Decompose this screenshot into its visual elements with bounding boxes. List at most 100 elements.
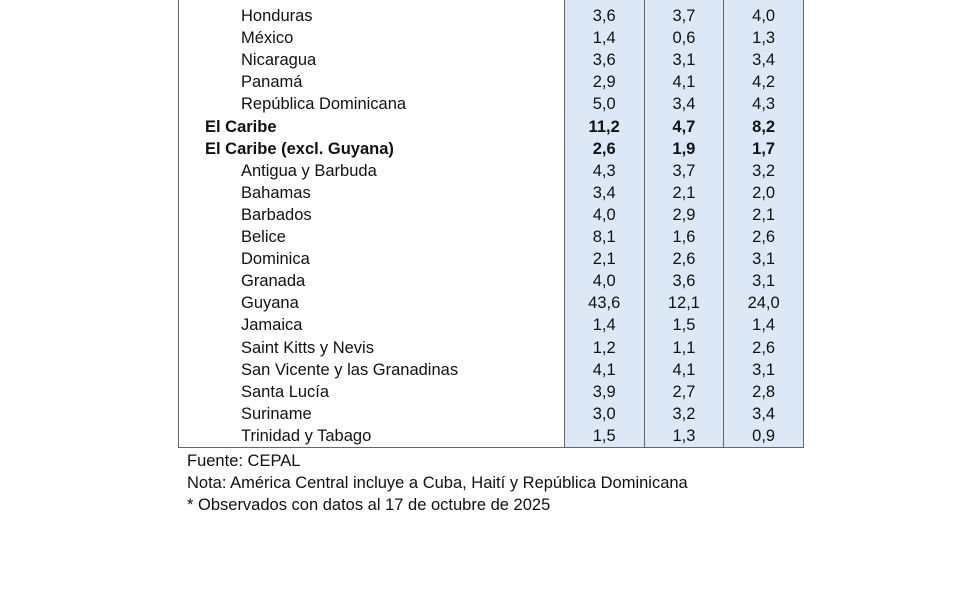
growth-table: Honduras 3,6 3,7 4,0 México 1,4 0,6 1,3 Nicaragu… [178, 0, 804, 448]
value-cell: 1,4 [563, 27, 644, 50]
table-row: Jamaica 1,4 1,5 1,4 [179, 314, 803, 337]
value-cell: 4,7 [643, 115, 724, 138]
value-cell [723, 0, 803, 6]
country-name: San Vicente y las Granadinas [241, 360, 459, 379]
value-cell: 4,1 [563, 358, 644, 381]
value-cell: 3,2 [643, 402, 724, 425]
value-cell: 2,8 [723, 380, 803, 403]
value-cell: 2,1 [643, 181, 724, 204]
value-cell: 3,4 [643, 93, 724, 116]
value-cell: 2,6 [723, 336, 803, 359]
value-cell: 1,9 [643, 137, 724, 160]
value-cell: 12,1 [643, 292, 724, 315]
country-name: Suriname [241, 404, 312, 423]
value-cell: 3,1 [723, 270, 803, 293]
country-name: Nicaragua [241, 51, 317, 70]
value-cell: 1,4 [563, 314, 644, 337]
value-cell: 3,6 [563, 5, 644, 28]
value-cell: 2,6 [723, 226, 803, 249]
value-cell: 4,1 [643, 71, 724, 94]
value-cell: 3,4 [563, 181, 644, 204]
table-row: Bahamas 3,4 2,1 2,0 [179, 181, 803, 204]
country-name: Trinidad y Tabago [241, 426, 372, 445]
table-row: Dominica 2,1 2,6 3,1 [179, 248, 803, 271]
value-cell: 1,3 [643, 424, 724, 447]
table-row: Honduras 3,6 3,7 4,0 [179, 5, 803, 28]
value-cell: 8,2 [723, 115, 803, 138]
value-cell: 2,6 [643, 248, 724, 271]
value-cell: 4,0 [563, 203, 644, 227]
value-cell: 4,3 [563, 159, 644, 182]
value-cell: 3,4 [723, 49, 803, 72]
value-cell: 2,1 [563, 248, 644, 271]
country-name: Jamaica [241, 316, 303, 335]
value-cell: 3,6 [563, 49, 644, 72]
value-cell: 1,5 [643, 314, 724, 337]
source-note: Fuente: CEPAL [187, 452, 301, 470]
value-cell: 4,1 [643, 358, 724, 381]
table-row: Granada 4,0 3,6 3,1 [179, 270, 803, 293]
value-cell: 1,1 [643, 336, 724, 359]
country-name: México [241, 29, 294, 48]
value-cell: 3,4 [723, 402, 803, 425]
table-row: Nicaragua 3,6 3,1 3,4 [179, 49, 803, 72]
country-name: Antigua y Barbuda [241, 161, 377, 180]
table-row: Belice 8,1 1,6 2,6 [179, 226, 803, 249]
country-name: Santa Lucía [241, 382, 330, 401]
value-cell: 2,6 [563, 137, 644, 160]
value-cell: 5,0 [563, 93, 644, 116]
table-row: Suriname 3,0 3,2 3,4 [179, 402, 803, 425]
country-name: Saint Kitts y Nevis [241, 338, 374, 357]
region-note: Nota: América Central incluye a Cuba, Ha… [187, 474, 688, 492]
value-cell: 3,0 [563, 402, 644, 425]
table-row: Santa Lucía 3,9 2,7 2,8 [179, 380, 803, 403]
value-cell: 0,9 [723, 424, 803, 447]
value-cell: 4,0 [723, 5, 803, 28]
value-cell: 2,1 [723, 203, 803, 227]
country-name: Honduras [241, 7, 313, 26]
value-cell: 0,6 [643, 27, 724, 50]
value-cell: 3,6 [643, 270, 724, 293]
value-cell: 1,6 [643, 226, 724, 249]
table-row [179, 0, 803, 6]
country-name: Panamá [241, 73, 303, 92]
value-cell: 2,0 [723, 181, 803, 204]
value-cell: 3,2 [723, 159, 803, 182]
value-cell [643, 0, 724, 6]
country-name: Dominica [241, 250, 310, 269]
value-cell: 3,9 [563, 380, 644, 403]
country-name: Belice [241, 228, 286, 247]
value-cell: 11,2 [563, 115, 644, 138]
value-cell: 1,3 [723, 27, 803, 50]
value-cell: 24,0 [723, 292, 803, 315]
table-row: San Vicente y las Granadinas 4,1 4,1 3,1 [179, 358, 803, 381]
value-cell: 4,3 [723, 93, 803, 116]
country-name: Bahamas [241, 183, 311, 202]
value-cell: 2,9 [643, 203, 724, 227]
country-name: El Caribe (excl. Guyana) [205, 139, 394, 158]
table-row: Trinidad y Tabago 1,5 1,3 0,9 [179, 424, 803, 447]
value-cell: 3,1 [643, 49, 724, 72]
value-cell: 1,7 [723, 137, 803, 160]
table-row: Guyana 43,6 12,1 24,0 [179, 292, 803, 315]
country-name: El Caribe [205, 117, 277, 136]
value-cell: 3,1 [723, 358, 803, 381]
table-row: Antigua y Barbuda 4,3 3,7 3,2 [179, 159, 803, 182]
table-row: Saint Kitts y Nevis 1,2 1,1 2,6 [179, 336, 803, 359]
table-row: República Dominicana 5,0 3,4 4,3 [179, 93, 803, 116]
country-name: Barbados [241, 205, 312, 224]
table-row: Panamá 2,9 4,1 4,2 [179, 71, 803, 94]
value-cell: 1,4 [723, 314, 803, 337]
country-name: República Dominicana [241, 95, 407, 114]
table-row: Barbados 4,0 2,9 2,1 [179, 203, 803, 227]
value-cell: 1,5 [563, 424, 644, 447]
value-cell: 4,2 [723, 71, 803, 94]
table-row: El Caribe 11,2 4,7 8,2 [179, 115, 803, 138]
observed-note: * Observados con datos al 17 de octubre … [187, 496, 551, 514]
value-cell: 3,7 [643, 159, 724, 182]
value-cell: 2,9 [563, 71, 644, 94]
value-cell: 3,7 [643, 5, 724, 28]
value-cell: 8,1 [563, 226, 644, 249]
value-cell: 43,6 [563, 292, 644, 315]
table-notes: Fuente: CEPAL Nota: América Central incl… [187, 450, 688, 516]
